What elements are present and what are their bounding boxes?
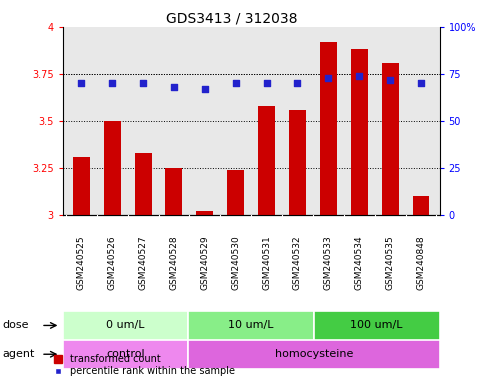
Point xyxy=(263,80,270,86)
Text: GSM240527: GSM240527 xyxy=(139,236,148,290)
Bar xyxy=(63,340,188,369)
Text: GSM240535: GSM240535 xyxy=(385,236,395,290)
Bar xyxy=(63,311,188,340)
Point xyxy=(325,74,332,81)
Point xyxy=(77,80,85,86)
Text: 10 um/L: 10 um/L xyxy=(228,320,274,331)
Bar xyxy=(73,157,90,215)
Text: control: control xyxy=(106,349,145,359)
Point xyxy=(294,80,301,86)
Legend: transformed count, percentile rank within the sample: transformed count, percentile rank withi… xyxy=(53,353,236,377)
Bar xyxy=(289,110,306,215)
Point xyxy=(170,84,178,90)
Bar xyxy=(104,121,121,215)
Bar xyxy=(227,170,244,215)
Point xyxy=(139,80,147,86)
Bar xyxy=(382,63,398,215)
Bar xyxy=(166,168,183,215)
Text: agent: agent xyxy=(2,349,35,359)
Text: GSM240530: GSM240530 xyxy=(231,236,240,290)
Text: GSM240534: GSM240534 xyxy=(355,236,364,290)
Point xyxy=(108,80,116,86)
Text: 100 um/L: 100 um/L xyxy=(351,320,403,331)
Text: GSM240529: GSM240529 xyxy=(200,236,209,290)
Text: dose: dose xyxy=(2,320,29,331)
Point xyxy=(386,76,394,83)
Bar xyxy=(135,153,152,215)
Bar xyxy=(188,311,314,340)
Bar xyxy=(197,211,213,215)
Text: GSM240531: GSM240531 xyxy=(262,236,271,290)
Point xyxy=(355,73,363,79)
Point xyxy=(232,80,240,86)
Bar xyxy=(412,196,429,215)
Text: GSM240528: GSM240528 xyxy=(170,236,178,290)
Text: GSM240533: GSM240533 xyxy=(324,236,333,290)
Text: GSM240848: GSM240848 xyxy=(416,236,426,290)
Text: GDS3413 / 312038: GDS3413 / 312038 xyxy=(166,12,298,25)
Text: GSM240525: GSM240525 xyxy=(77,236,86,290)
Text: 0 um/L: 0 um/L xyxy=(106,320,145,331)
Bar xyxy=(314,311,440,340)
Text: GSM240532: GSM240532 xyxy=(293,236,302,290)
Point xyxy=(201,86,209,92)
Text: homocysteine: homocysteine xyxy=(275,349,353,359)
Bar xyxy=(351,50,368,215)
Bar xyxy=(320,42,337,215)
Bar xyxy=(188,340,440,369)
Point xyxy=(417,80,425,86)
Text: GSM240526: GSM240526 xyxy=(108,236,117,290)
Bar xyxy=(258,106,275,215)
